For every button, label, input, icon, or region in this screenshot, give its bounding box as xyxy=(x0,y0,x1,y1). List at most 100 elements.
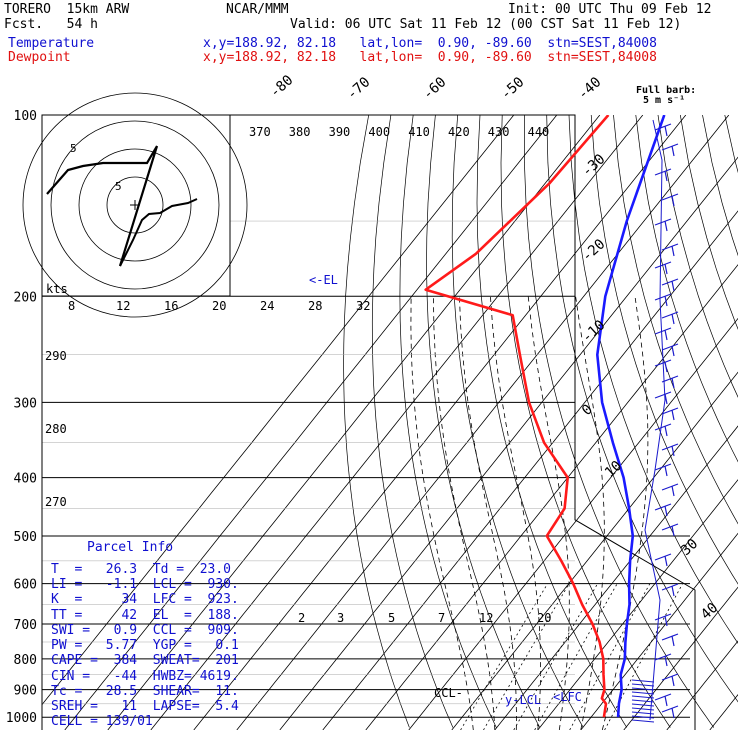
parcel-row: PW = 5.77 YGP = 0.1 xyxy=(51,638,239,653)
mixing-ratio-line xyxy=(604,583,683,730)
wind-barb-feather xyxy=(671,707,675,719)
moist-adiabat xyxy=(459,296,517,730)
wind-barb xyxy=(654,693,672,701)
wind-barb-feather xyxy=(671,635,675,647)
wind-barb-feather xyxy=(664,125,668,137)
barb-units: 5 m s⁻¹ xyxy=(643,95,686,106)
speed-tick-label: 16 xyxy=(164,299,178,313)
speed-tick-label: 32 xyxy=(356,299,370,313)
wind-barb xyxy=(654,261,672,269)
wind-barb-feather xyxy=(664,425,668,437)
dewpoint-profile xyxy=(424,115,610,718)
isotherm-label: -40 xyxy=(575,74,605,103)
pressure-label: 400 xyxy=(14,472,37,487)
wind-barb xyxy=(661,375,679,383)
hodograph-trace-upper xyxy=(46,145,159,267)
lcl-marker: y-LCL xyxy=(505,693,541,707)
valid-time: Valid: 06 UTC Sat 11 Feb 12 (00 CST Sat … xyxy=(290,17,682,32)
wind-barb-feather xyxy=(671,377,675,389)
wind-barb-feather xyxy=(664,220,668,232)
barb-staff-line xyxy=(644,119,666,721)
isotherm-label: 10 xyxy=(602,458,625,481)
moist-adiabat xyxy=(410,296,474,730)
isotherm-label: -60 xyxy=(420,74,450,103)
forecast-hour: Fcst. 54 h xyxy=(4,17,98,32)
wind-barb xyxy=(654,218,672,226)
theta-label: 440 xyxy=(528,125,550,139)
moist-adiabat xyxy=(433,296,496,730)
wind-barb xyxy=(661,705,679,713)
wind-barb-low xyxy=(631,691,655,695)
wind-barb-low xyxy=(631,715,655,719)
wind-barb xyxy=(654,503,672,511)
parcel-row: SWI = 0.9 CCL = 909. xyxy=(51,623,239,638)
parcel-row: SREH = 11 LAPSE= 5.4 xyxy=(51,699,239,714)
wind-barb-low xyxy=(631,679,655,683)
wind-barb-feather xyxy=(664,361,668,373)
theta-label: 420 xyxy=(448,125,470,139)
ring-label: 5 xyxy=(70,142,77,155)
dry-adiabat xyxy=(343,115,410,728)
wind-barb-feather xyxy=(671,280,675,292)
parcel-row: CELL = 139/01 xyxy=(51,714,153,729)
wind-barb xyxy=(661,343,679,351)
wind-barb xyxy=(661,483,679,491)
center-label: NCAR/MMM xyxy=(226,2,289,17)
dewpoint-legend: Dewpoint xyxy=(8,50,71,65)
wind-barb-feather xyxy=(664,695,668,707)
wind-barb-feather xyxy=(671,313,675,325)
theta-label: 370 xyxy=(249,125,271,139)
wind-barb-feather xyxy=(671,345,675,357)
model-label: TORERO 15km ARW xyxy=(4,2,130,17)
isotherm xyxy=(580,532,738,730)
temperature-legend: Temperature xyxy=(8,36,95,51)
wind-barb xyxy=(654,293,672,301)
theta-label: 380 xyxy=(289,125,311,139)
parcel-row: LI = -1.1 LCL = 930. xyxy=(51,577,239,592)
speed-tick-label: 12 xyxy=(116,299,130,313)
wind-barb-feather xyxy=(664,615,668,627)
el-marker: <-EL xyxy=(309,273,338,287)
theta-label: 270 xyxy=(45,495,67,509)
theta-label: 290 xyxy=(45,349,67,363)
wind-barb-feather xyxy=(671,485,675,497)
hodograph-ring xyxy=(50,120,220,290)
isotherm xyxy=(150,115,644,730)
isotherm xyxy=(408,317,738,730)
wind-barb-feather xyxy=(671,525,675,537)
wind-barb-feather xyxy=(664,465,668,477)
wind-barb-feather xyxy=(671,585,675,597)
wind-barb-feather xyxy=(664,393,668,405)
dry-adiabat xyxy=(399,115,497,728)
dry-adiabat xyxy=(371,115,454,728)
pressure-label: 300 xyxy=(14,396,37,411)
temperature-profile xyxy=(596,115,666,718)
hodograph-ring xyxy=(78,148,192,262)
wind-barb xyxy=(654,391,672,399)
barb-title: Full barb: xyxy=(636,85,697,96)
dry-adiabat xyxy=(524,115,715,728)
parcel-title: Parcel Info xyxy=(87,540,174,555)
isotherm xyxy=(451,371,738,730)
isotherm xyxy=(64,115,558,730)
hodograph-ring xyxy=(22,92,248,318)
isotherm-label: 0 xyxy=(579,401,596,419)
theta-label: 430 xyxy=(488,125,510,139)
wind-barb-low xyxy=(631,699,655,703)
wind-barb-feather xyxy=(671,675,675,687)
hodograph-units: kts xyxy=(46,282,68,296)
hodograph: 5 5 kts xyxy=(22,92,248,318)
wind-barb xyxy=(661,583,679,591)
moist-adiabat xyxy=(490,296,542,730)
init-time: Init: 00 UTC Thu 09 Feb 12 xyxy=(508,2,712,17)
wind-barb-feather xyxy=(664,655,668,667)
wind-barb-low xyxy=(631,711,655,715)
ring-label: 5 xyxy=(115,180,122,193)
isotherm-label: 40 xyxy=(698,600,721,623)
theta-label: 410 xyxy=(408,125,430,139)
dry-adiabat xyxy=(451,115,584,728)
speed-tick-label: 24 xyxy=(260,299,274,313)
wind-barb xyxy=(654,463,672,471)
wind-barb-feather xyxy=(664,295,668,307)
